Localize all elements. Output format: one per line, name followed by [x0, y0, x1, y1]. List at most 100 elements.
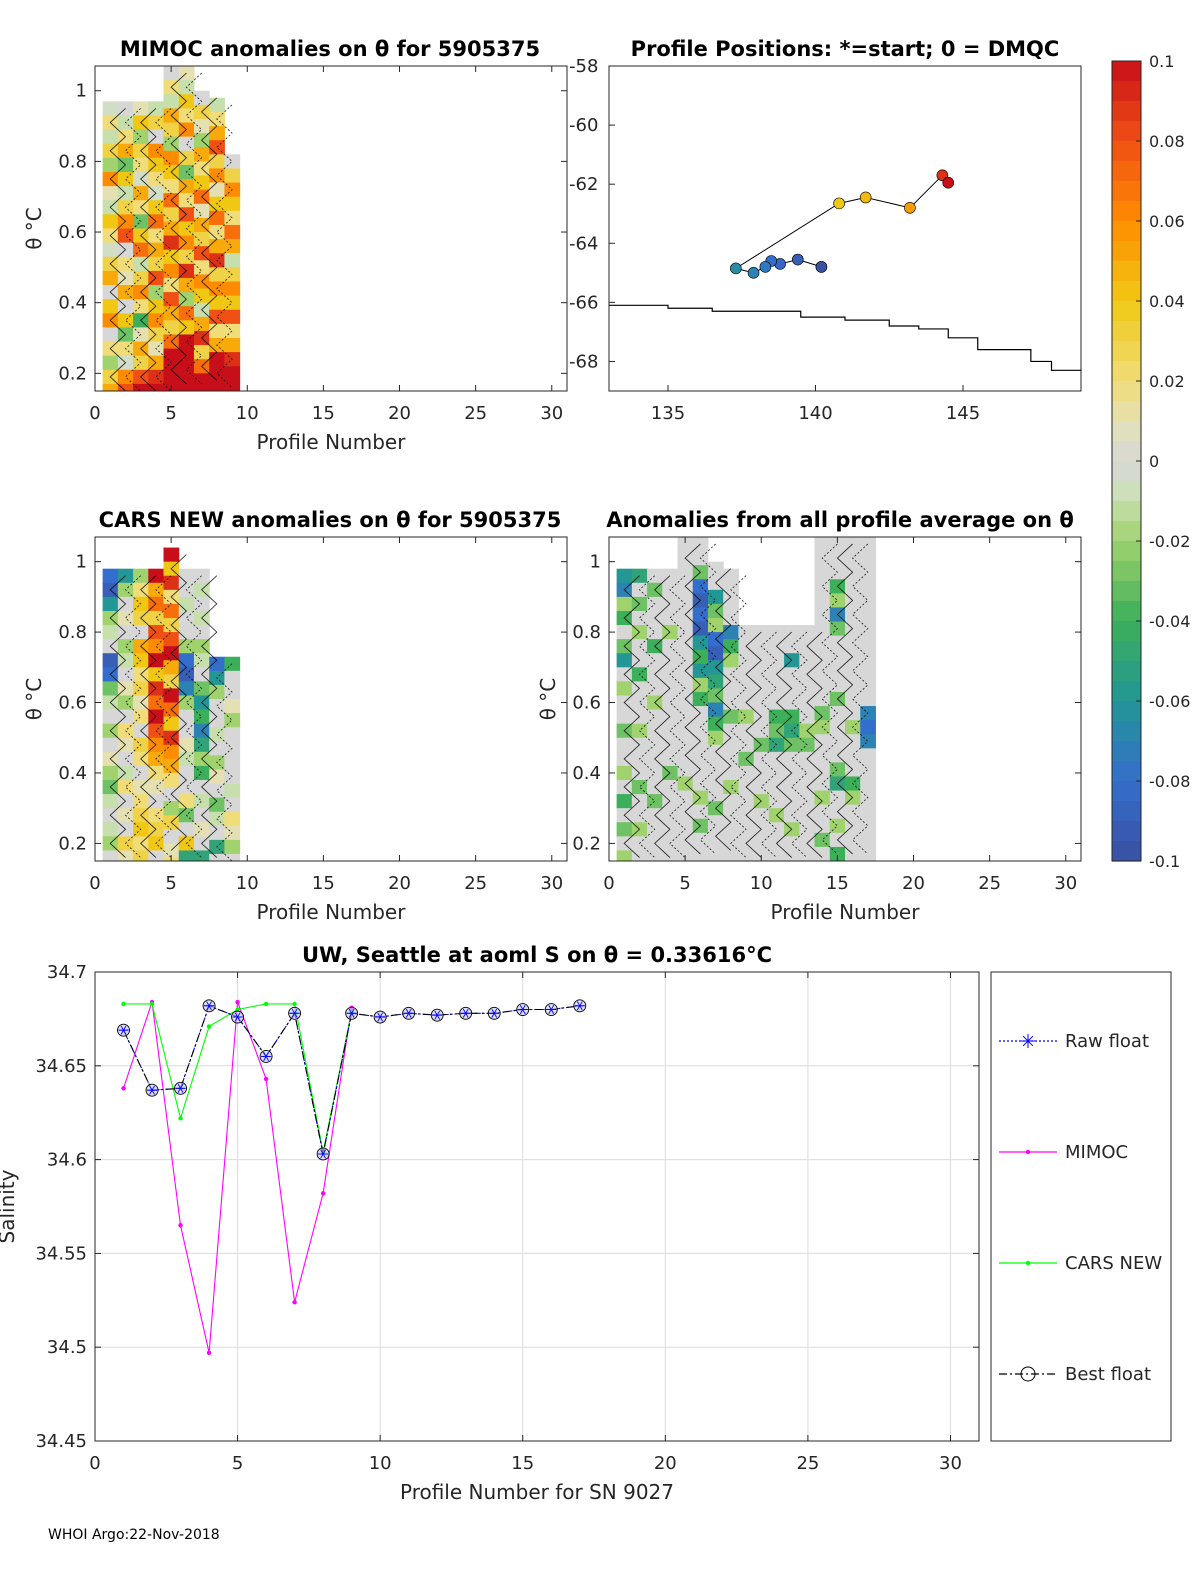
legend-label: CARS NEW [1065, 1253, 1162, 1274]
heatmap-cell [707, 857, 724, 862]
heatmap-cell [662, 695, 679, 711]
heatmap-cell [163, 292, 180, 307]
heatmap-cell [209, 126, 225, 141]
heatmap-cell [178, 596, 195, 612]
heatmap-cell [163, 632, 180, 647]
heatmap-cell [616, 653, 633, 668]
heatmap-cell [148, 610, 165, 626]
y-tick-label: 34.7 [47, 962, 87, 983]
axes-box [94, 971, 980, 1442]
colorbar-band [1112, 821, 1141, 842]
heatmap-cell [224, 168, 241, 184]
axes-box [94, 536, 568, 862]
y-tick-label: -58 [569, 56, 598, 77]
allavg-title: Anomalies from all profile average on θ [606, 508, 1074, 532]
heatmap-cell [860, 846, 876, 862]
heatmap-cell [707, 589, 724, 605]
heatmap-cell [209, 309, 225, 325]
heatmap-cell [102, 186, 119, 201]
heatmap-cell [209, 323, 225, 339]
heatmap-cell [723, 780, 739, 795]
heatmap-cell [224, 309, 241, 325]
heatmap-cell [707, 618, 724, 633]
contour-line [200, 97, 218, 381]
heatmap-cell [753, 836, 770, 851]
heatmap-cell [707, 702, 724, 718]
x-tick-label: 20 [654, 1453, 677, 1474]
mimoc-title: MIMOC anomalies on θ for 5905375 [120, 37, 540, 61]
heatmap-cell [707, 787, 724, 802]
heatmap-cell [193, 316, 210, 332]
x-tick-label: 10 [236, 403, 259, 424]
y-tick-label: 0.2 [572, 833, 601, 854]
heatmap-cell [117, 695, 134, 711]
x-tick-label: 5 [232, 1453, 243, 1474]
heatmap-cell [117, 780, 134, 795]
colorbar-band [1112, 721, 1141, 742]
heatmap-cell [707, 646, 724, 661]
y-tick-label: 0.4 [572, 763, 601, 784]
heatmap-cell [178, 765, 195, 781]
heatmap-cell [209, 797, 225, 813]
x-tick-label: 30 [540, 403, 563, 424]
heatmap-cell [178, 193, 195, 208]
x-tick-label: 25 [978, 873, 1001, 894]
heatmap-cell [102, 850, 119, 862]
heatmap-cell [799, 850, 816, 862]
heatmap-cell [117, 850, 134, 862]
heatmap-cell [163, 66, 180, 81]
heatmap-cell [102, 709, 119, 725]
colorbar-band [1112, 381, 1141, 402]
data-point [121, 1001, 126, 1007]
heatmap-cell [224, 755, 241, 770]
heatmap-cell [692, 832, 709, 848]
heatmap-cell [677, 593, 694, 608]
x-tick-label: 145 [946, 403, 980, 424]
profile-position-marker [730, 262, 742, 275]
legend-marker [1022, 1035, 1034, 1047]
heatmap-cell [193, 203, 210, 219]
heatmap-cell [860, 832, 876, 848]
allavg-ylabel: θ °C [536, 678, 560, 721]
heatmap-cell [224, 656, 241, 672]
contour-line [185, 72, 203, 385]
colorbar-band [1112, 481, 1141, 502]
heatmap-cell [677, 706, 694, 721]
heatmap-cell [102, 242, 119, 258]
colorbar-band [1112, 161, 1141, 182]
heatmap-cell [117, 313, 134, 328]
heatmap-cell [102, 737, 119, 753]
heatmap-cell [616, 596, 633, 612]
heatmap-cell [860, 776, 876, 792]
heatmap-cell [163, 376, 180, 392]
contour-line [836, 543, 854, 855]
heatmap-cell [133, 383, 149, 392]
data-point [235, 999, 240, 1005]
heatmap-cell [707, 561, 724, 577]
heatmap-cell [209, 853, 225, 862]
data-point [206, 1024, 212, 1029]
heatmap-cell [616, 822, 633, 837]
heatmap-cell [860, 748, 876, 763]
colorbar-band [1112, 521, 1141, 542]
colorbar-band [1112, 181, 1141, 202]
contour-line [745, 631, 762, 858]
x-tick-label: 10 [369, 1453, 392, 1474]
colorbar-band [1112, 641, 1141, 662]
y-tick-label: 0.8 [58, 151, 87, 172]
heatmap-cell [163, 575, 180, 591]
heatmap-cell [692, 748, 709, 763]
heatmap-cell [209, 684, 225, 700]
heatmap-cell [224, 783, 241, 799]
heatmap-cell [631, 610, 648, 626]
heatmap-cell [193, 850, 210, 862]
heatmap-cell [102, 355, 119, 371]
heatmap-cell [209, 267, 225, 282]
heatmap-cell [178, 709, 195, 725]
heatmap-cell [117, 228, 134, 244]
heatmap-cell [209, 741, 225, 756]
y-tick-label: -62 [569, 174, 598, 195]
legend-label: Raw float [1065, 1031, 1149, 1052]
heatmap-cell [224, 253, 241, 268]
